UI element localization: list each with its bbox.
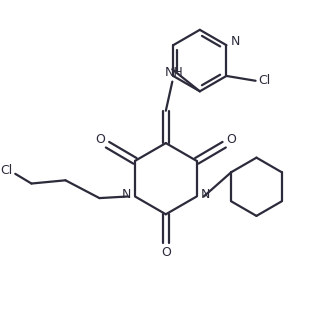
Text: O: O (226, 133, 236, 146)
Text: O: O (95, 133, 105, 146)
Text: N: N (231, 35, 240, 48)
Text: Cl: Cl (0, 164, 12, 177)
Text: NH: NH (165, 66, 183, 79)
Text: N: N (121, 188, 131, 202)
Text: O: O (161, 246, 171, 259)
Text: N: N (201, 188, 211, 202)
Text: Cl: Cl (258, 74, 271, 87)
